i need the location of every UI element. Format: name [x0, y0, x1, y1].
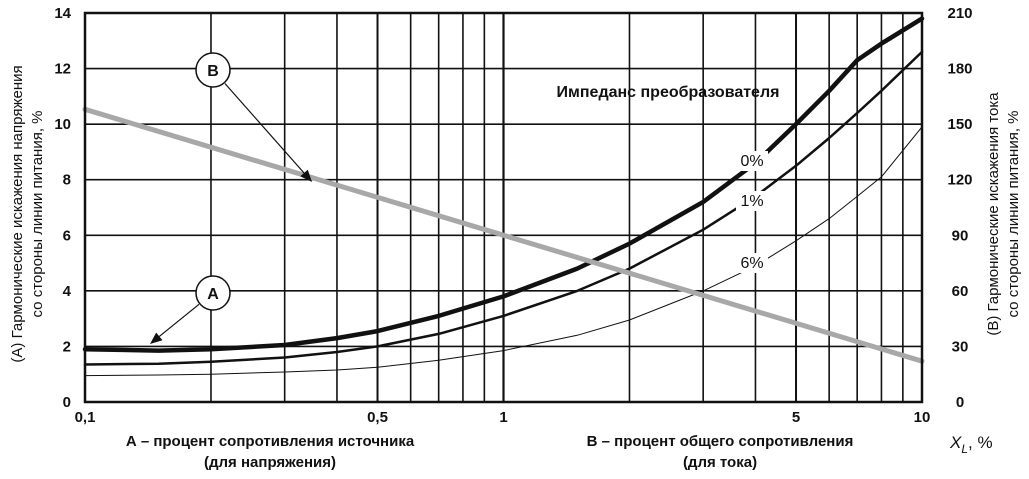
left-y-tick-label: 14	[54, 5, 71, 22]
x-tick-labels: 0,1 0,5 1 5 10	[75, 409, 931, 426]
left-y-tick-label: 8	[63, 172, 71, 189]
series-lines	[82, 16, 925, 377]
left-y-axis-label-line2: со стороны линии питания, %	[29, 111, 46, 318]
series-label-6pct: 6%	[740, 255, 763, 272]
right-y-axis-label-line1: (В) Гармонические искажения тока	[985, 92, 1002, 336]
right-y-tick-label: 60	[952, 283, 969, 300]
right-y-tick-label: 0	[956, 394, 964, 411]
x-tick-label: 0,5	[367, 409, 388, 426]
callout-arrow-line	[224, 83, 305, 174]
series-label-bg	[736, 253, 768, 273]
left-y-tick-label: 2	[63, 338, 71, 355]
x-axis-symbol-letter: X	[949, 433, 962, 452]
left-y-tick-labels: 0 2 4 6 8 10 12 14	[54, 5, 71, 411]
series-label-1pct: 1%	[740, 193, 763, 210]
series-line-b	[82, 106, 925, 364]
x-axis-symbol: XL, %	[949, 433, 993, 456]
x-axis-symbol-unit: , %	[968, 433, 993, 452]
right-y-tick-label: 150	[947, 116, 972, 133]
right-y-tick-labels: 0 30 60 90 120 150 180 210	[947, 5, 972, 411]
legend-title: Импеданс преобразователя	[557, 84, 780, 101]
x-tick-label: 10	[914, 409, 931, 426]
right-y-tick-label: 30	[952, 338, 969, 355]
series-label-bg	[736, 151, 768, 171]
series-label-0pct: 0%	[740, 153, 763, 170]
callout-markers: AB	[150, 52, 312, 344]
x-axis-label-a-line2: (для напряжения)	[204, 454, 336, 471]
left-y-tick-label: 0	[63, 394, 71, 411]
right-y-tick-label: 120	[947, 172, 972, 189]
series-line-1pct	[83, 50, 924, 366]
right-y-tick-label: 210	[947, 5, 972, 22]
x-axis-label-b-line2: (для тока)	[683, 454, 757, 471]
right-y-tick-label: 180	[947, 61, 972, 78]
x-axis-symbol-subscript: L	[961, 442, 968, 456]
callout-circle	[195, 275, 231, 311]
left-y-tick-label: 4	[63, 283, 72, 300]
x-tick-label: 5	[792, 409, 800, 426]
series-line-0pct	[82, 16, 925, 353]
series-label-bg	[736, 191, 768, 211]
callout-arrowhead	[300, 169, 312, 182]
left-y-axis-label-line1: (А) Гармонические искажения напряжения	[9, 65, 26, 362]
callout-letter: A	[207, 286, 219, 303]
callout-arrowhead	[150, 332, 163, 344]
series-labels: 0% 1% 6%	[736, 151, 768, 273]
series-line-6pct	[84, 126, 923, 377]
right-y-axis-label-line2: со стороны линии питания, %	[1005, 111, 1022, 318]
x-axis-label-a-line1: А – процент сопротивления источника	[126, 433, 415, 450]
left-y-tick-label: 6	[63, 227, 71, 244]
left-y-tick-label: 10	[54, 116, 71, 133]
callout-letter: B	[207, 63, 219, 80]
plot-frame	[83, 11, 924, 404]
left-y-tick-label: 12	[54, 61, 71, 78]
x-tick-label: 1	[499, 409, 507, 426]
x-axis-label-b-line1: В – процент общего сопротивления	[587, 433, 854, 450]
right-y-tick-label: 90	[952, 227, 969, 244]
callout-circle	[195, 52, 231, 88]
x-tick-label: 0,1	[75, 409, 96, 426]
callout-arrow-line	[158, 303, 200, 337]
